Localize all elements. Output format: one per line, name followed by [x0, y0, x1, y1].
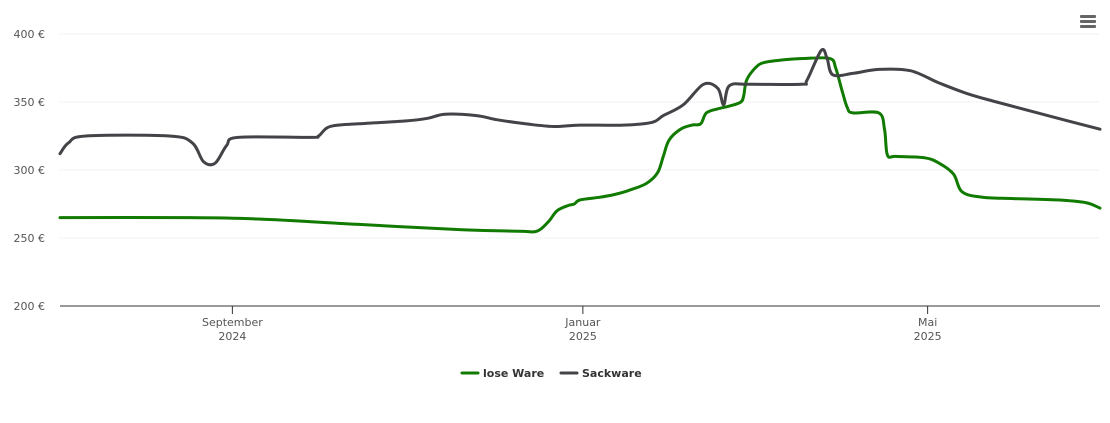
x-tick-label-year-2: 2025	[914, 330, 942, 343]
series-line-sackware[interactable]	[58, 47, 1102, 167]
x-tick-label-month-2: Mai	[918, 316, 937, 329]
y-tick-label-200: 200 €	[14, 300, 46, 313]
hamburger-menu-icon	[1080, 15, 1096, 28]
x-tick-label-month-0: September	[202, 316, 263, 329]
legend-label-lose-ware: lose Ware	[483, 367, 544, 380]
chart-menu-button[interactable]	[1077, 11, 1099, 31]
y-tick-label-350: 350 €	[14, 96, 46, 109]
legend: lose Ware Sackware	[460, 367, 642, 380]
grid-lines	[60, 33, 1100, 239]
y-tick-label-300: 300 €	[14, 164, 46, 177]
x-tick-label-month-1: Januar	[564, 316, 601, 329]
legend-item-lose-ware[interactable]: lose Ware	[460, 367, 544, 380]
y-axis: 200 € 250 € 300 € 350 € 400 €	[14, 28, 46, 313]
legend-item-sackware[interactable]: Sackware	[559, 367, 642, 380]
y-tick-label-400: 400 €	[14, 28, 46, 41]
y-tick-label-250: 250 €	[14, 232, 46, 245]
series-line-lose-ware[interactable]	[58, 56, 1102, 234]
series-lines	[58, 47, 1102, 234]
x-tick-label-year-0: 2024	[218, 330, 246, 343]
legend-label-sackware: Sackware	[582, 367, 642, 380]
x-tick-label-year-1: 2025	[569, 330, 597, 343]
